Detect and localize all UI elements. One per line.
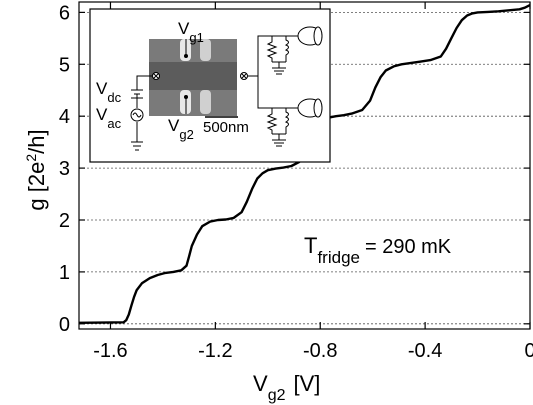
y-axis-label: g [2e2/h] bbox=[23, 129, 49, 210]
x-axis-label: Vg2 [V] bbox=[253, 371, 320, 404]
vg1-label: Vg1 bbox=[178, 19, 204, 45]
coax-bottom-end-icon bbox=[313, 98, 323, 118]
drain-wiring bbox=[248, 35, 300, 109]
gate-bottom-right bbox=[200, 90, 211, 114]
x-tick-label: 0 bbox=[524, 340, 533, 362]
temperature-annotation: Tfridge = 290 mK bbox=[304, 233, 452, 267]
x-tick-labels: -1.6 -1.2 -0.8 -0.4 0 bbox=[93, 340, 533, 362]
coax-top-end-icon bbox=[313, 26, 323, 46]
ground-bottom-icon bbox=[272, 133, 286, 147]
source-wiring bbox=[131, 75, 152, 151]
x-tick-label: -1.2 bbox=[198, 340, 232, 362]
y-tick-label: 1 bbox=[59, 262, 70, 284]
x-tick-label: -1.6 bbox=[93, 340, 127, 362]
x-tick-label: -0.8 bbox=[303, 340, 337, 362]
y-tick-label: 0 bbox=[59, 314, 70, 336]
resistor-top-icon bbox=[266, 36, 278, 62]
y-tick-label: 6 bbox=[59, 2, 70, 24]
inductor-bottom-icon bbox=[284, 108, 289, 134]
y-tick-label: 4 bbox=[59, 106, 70, 128]
contact-left-cross-icon bbox=[153, 73, 159, 79]
ac-wave-icon bbox=[132, 112, 142, 118]
vdc-label: Vdc bbox=[96, 79, 122, 105]
y-tick-label: 2 bbox=[59, 210, 70, 232]
ground-top-icon bbox=[272, 61, 286, 75]
sem-mesa bbox=[149, 62, 237, 90]
inductor-top-icon bbox=[284, 36, 289, 62]
contact-right-cross-icon bbox=[241, 73, 247, 79]
y-tick-label: 5 bbox=[59, 54, 70, 76]
x-tick-label: -0.4 bbox=[408, 340, 442, 362]
scale-bar-label: 500nm bbox=[203, 119, 249, 136]
vac-label: Vac bbox=[96, 105, 122, 131]
vg2-label: Vg2 bbox=[168, 116, 194, 142]
y-tick-label: 3 bbox=[59, 158, 70, 180]
y-tick-labels: 0 1 2 3 4 5 6 bbox=[59, 2, 70, 335]
resistor-bottom-icon bbox=[266, 108, 278, 134]
plot-frame bbox=[78, 1, 531, 330]
dc-battery-icon bbox=[131, 89, 143, 99]
device-inset: 500nm Vg1 Vg2 Vdc Vac bbox=[89, 8, 331, 163]
gate-top-right bbox=[200, 39, 211, 61]
